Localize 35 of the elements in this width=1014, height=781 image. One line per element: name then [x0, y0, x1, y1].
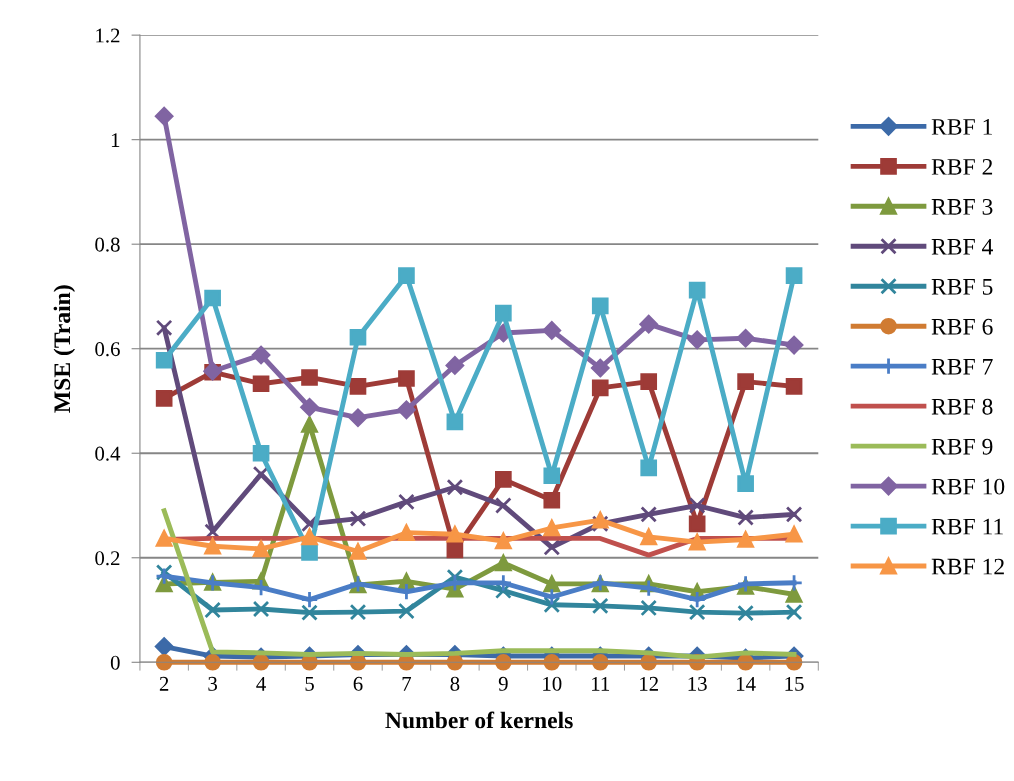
- x-tick-label: 5: [305, 676, 314, 691]
- legend-label: RBF 11: [931, 518, 1003, 535]
- x-tick-label: 10: [543, 676, 562, 691]
- y-tick-label: 1: [111, 133, 120, 147]
- y-axis-title: MSE (Train): [53, 285, 75, 413]
- x-tick-label: 7: [402, 676, 412, 691]
- x-tick-label: 14: [737, 676, 756, 691]
- x-tick-label: 6: [353, 676, 363, 691]
- x-tick-label: 3: [208, 676, 218, 691]
- x-tick-label: 2: [159, 676, 169, 691]
- y-tick-label: 0: [110, 655, 120, 670]
- x-tick-label: 13: [688, 676, 707, 691]
- x-tick-label: 15: [785, 676, 804, 691]
- legend-label: RBF 9: [931, 438, 993, 455]
- legend-label: RBF 7: [931, 358, 993, 375]
- legend-label: RBF 12: [931, 558, 1004, 575]
- y-tick-label: 1.2: [96, 28, 120, 43]
- y-tick-label: 0.4: [95, 446, 121, 461]
- y-tick-label: 0.6: [95, 342, 120, 357]
- x-axis-title: Number of kernels: [385, 711, 573, 729]
- legend-label: RBF 8: [931, 398, 993, 415]
- legend-label: RBF 1: [931, 119, 992, 135]
- y-tick-label: 0.8: [95, 237, 120, 252]
- x-tick-label: 12: [640, 676, 658, 691]
- legend-label: RBF 3: [931, 198, 993, 215]
- legend-label: RBF 4: [931, 238, 993, 255]
- x-tick-label: 9: [498, 676, 508, 691]
- y-tick-label: 0.2: [95, 551, 120, 566]
- legend-label: RBF 5: [931, 279, 993, 295]
- x-tick-label: 4: [256, 676, 266, 691]
- legend-label: RBF 2: [931, 158, 993, 175]
- legend-label: RBF 10: [931, 478, 1005, 495]
- x-tick-label: 8: [450, 676, 460, 691]
- legend-label: RBF 6: [931, 318, 993, 335]
- x-tick-label: 11: [592, 676, 610, 691]
